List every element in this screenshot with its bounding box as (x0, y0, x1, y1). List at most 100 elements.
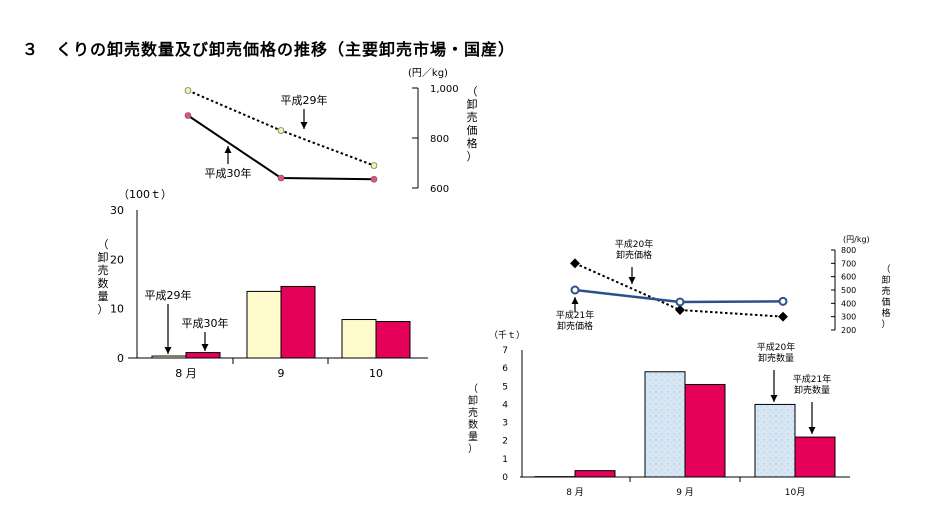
y-axis-title: （ (467, 85, 478, 98)
annotation-arrow (224, 146, 232, 153)
y-axis-title: 卸 (468, 394, 478, 407)
y-tick-label: 10 (110, 303, 124, 316)
y-axis-title: 格 (467, 136, 478, 150)
data-point (570, 258, 580, 269)
bar-0 (754, 403, 796, 478)
bar-1 (684, 383, 726, 478)
data-point (184, 87, 192, 94)
bar-0 (644, 371, 686, 478)
x-tick-label: 8 月 (175, 367, 197, 380)
data-point (184, 112, 192, 119)
annotation-label: 卸売数量 (794, 384, 830, 396)
y-tick-label: 0 (117, 352, 124, 365)
x-tick-label: 10月 (785, 487, 805, 498)
y-tick-label: 4 (502, 400, 508, 410)
y-axis-title: 売 (468, 406, 478, 419)
y-axis-title: 格 (881, 307, 890, 319)
annotation-label: 平成30年 (182, 316, 229, 330)
annotation-label: 卸売数量 (758, 352, 794, 364)
y-axis-title: 卸 (467, 97, 478, 111)
y-tick-label: 600 (841, 273, 856, 282)
y-axis-title: 価 (881, 296, 890, 308)
y-tick-label: 6 (502, 364, 508, 374)
y-tick-label: 300 (841, 313, 856, 322)
y-axis-title: （ (98, 238, 109, 251)
annotation-arrow (770, 395, 778, 402)
y-axis-title: ） (98, 303, 109, 316)
y-unit-label: （100ｔ） (118, 188, 172, 201)
y-axis-title: ） (467, 150, 478, 163)
x-tick-label: 10 (369, 367, 383, 380)
y-tick-label: 2 (502, 437, 508, 447)
y-tick-label: 700 (841, 259, 856, 268)
y-axis-title: 卸 (881, 274, 890, 286)
annotation-label: 平成20年 (615, 238, 653, 250)
data-point (675, 297, 685, 307)
y-unit-label: （千ｔ） (489, 330, 525, 341)
y-tick-label: 20 (110, 253, 124, 266)
bar-1 (574, 470, 616, 478)
data-point (277, 174, 285, 182)
y-tick-label: 1,000 (430, 84, 459, 95)
bar-1 (280, 285, 316, 359)
data-point (675, 305, 685, 315)
y-tick-label: 200 (841, 326, 856, 335)
y-tick-label: 400 (841, 299, 856, 308)
annotation-arrow (571, 297, 579, 304)
bar-0 (246, 290, 282, 359)
data-point (570, 285, 580, 295)
bar-1 (375, 320, 411, 359)
y-tick-label: 600 (430, 184, 449, 195)
y-axis-title: 売 (467, 111, 478, 124)
annotation-arrow (628, 277, 636, 284)
page-title: ３ くりの卸売数量及び卸売価格の推移（主要卸売市場・国産） (22, 40, 516, 59)
y-tick-label: 7 (502, 346, 508, 356)
y-tick-label: 30 (110, 204, 124, 217)
y-axis-title: （ (881, 264, 890, 275)
y-tick-label: 5 (502, 382, 508, 392)
annotation-label: 卸売価格 (616, 249, 652, 261)
y-axis-title: 価 (467, 124, 478, 137)
annotation-arrow (808, 427, 816, 434)
data-point (370, 175, 378, 183)
y-axis-title: ） (881, 319, 890, 330)
annotation-arrow (300, 122, 308, 129)
y-axis-title: 数 (98, 277, 109, 290)
bar-1 (185, 352, 221, 359)
y-tick-label: 0 (502, 473, 508, 483)
annotation-label: 平成29年 (281, 93, 328, 107)
y-tick-label: 800 (841, 246, 856, 255)
x-tick-label: 9 月 (676, 487, 694, 498)
data-point (370, 162, 378, 169)
annotation-arrow (201, 344, 209, 351)
annotation-label: 平成29年 (145, 288, 192, 302)
annotation-label: 卸売価格 (557, 320, 593, 332)
y-unit-label: (円/kg) (843, 235, 870, 244)
y-axis-title: ） (468, 443, 478, 455)
y-axis-title: 売 (98, 264, 109, 277)
y-tick-label: 500 (841, 286, 856, 295)
x-tick-label: 9 (278, 367, 285, 380)
y-unit-label: (円／kg) (408, 67, 448, 79)
annotation-arrow (164, 347, 172, 354)
y-tick-label: 3 (502, 419, 508, 429)
data-point (277, 127, 285, 134)
bar-1 (794, 436, 836, 478)
annotation-label: 平成21年 (793, 373, 831, 385)
y-axis-title: 量 (98, 290, 109, 303)
bar-0 (341, 319, 377, 359)
y-tick-label: 1 (502, 455, 508, 465)
y-axis-title: 売 (881, 285, 890, 297)
data-point (778, 296, 788, 306)
y-axis-title: （ (468, 383, 478, 395)
x-tick-label: 8 月 (566, 487, 584, 498)
annotation-label: 平成30年 (205, 166, 252, 180)
y-axis-title: 量 (468, 431, 478, 443)
y-axis-title: 数 (468, 418, 478, 431)
data-point (778, 311, 788, 322)
y-axis-title: 卸 (98, 250, 109, 264)
annotation-label: 平成21年 (556, 309, 594, 321)
annotation-label: 平成20年 (757, 341, 795, 353)
y-tick-label: 800 (430, 134, 449, 145)
